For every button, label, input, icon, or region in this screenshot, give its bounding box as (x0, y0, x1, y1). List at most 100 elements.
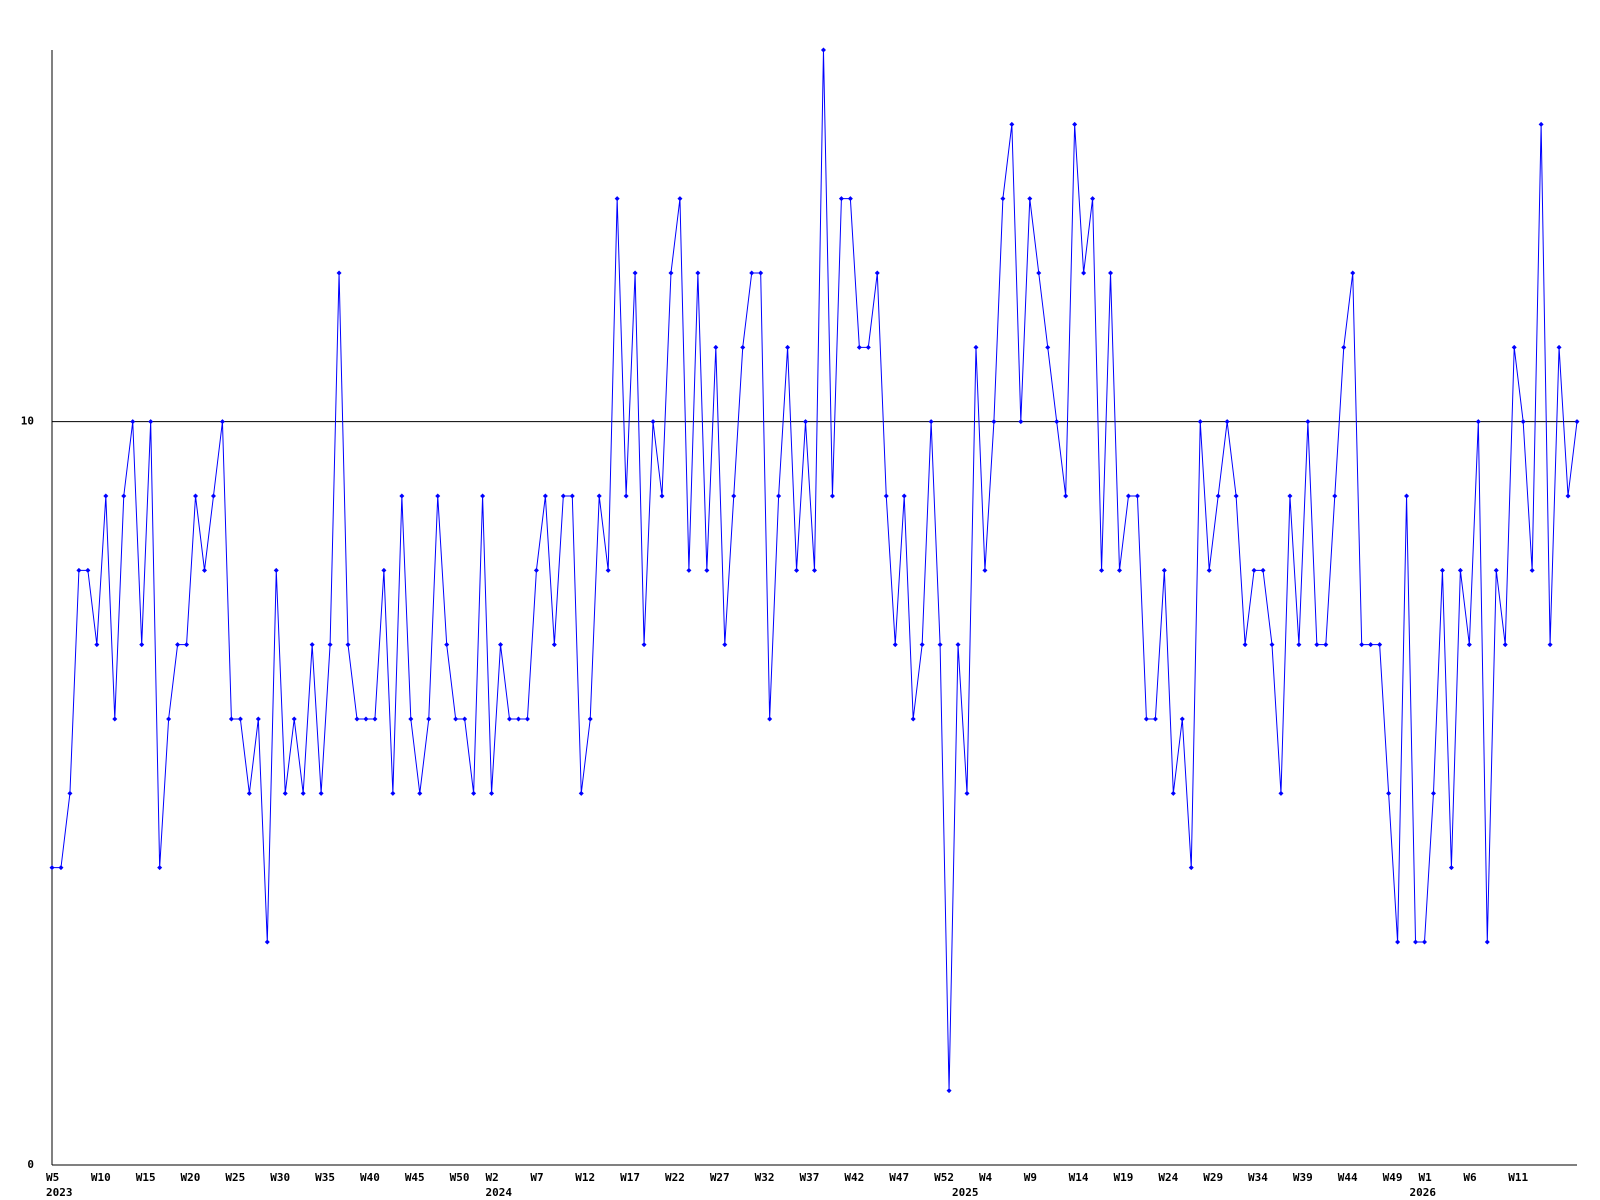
data-point (1475, 419, 1481, 425)
x-tick-label: W30 (270, 1171, 290, 1184)
data-point (1224, 419, 1230, 425)
data-point (1018, 419, 1024, 425)
data-point (1179, 716, 1185, 722)
data-point (1323, 642, 1329, 648)
data-point (829, 493, 835, 499)
data-point (453, 716, 459, 722)
data-point (1305, 419, 1311, 425)
data-point (1359, 642, 1365, 648)
data-point (820, 47, 826, 53)
x-tick-label: W20 (181, 1171, 201, 1184)
data-point (175, 642, 181, 648)
x-tick-label: W22 (665, 1171, 685, 1184)
data-point (551, 642, 557, 648)
data-point (318, 790, 324, 796)
data-point (838, 196, 844, 202)
x-tick-label: W44 (1338, 1171, 1358, 1184)
data-point (569, 493, 575, 499)
data-point (228, 716, 234, 722)
data-point (919, 642, 925, 648)
data-point (856, 344, 862, 350)
data-point (1099, 567, 1105, 573)
data-point (937, 642, 943, 648)
x-tick-label: W24 (1158, 1171, 1178, 1184)
data-point (650, 419, 656, 425)
data-point (345, 642, 351, 648)
data-point (1251, 567, 1257, 573)
data-point (901, 493, 907, 499)
data-point (157, 865, 163, 871)
data-point (1377, 642, 1383, 648)
data-point (1556, 344, 1562, 350)
data-point (524, 716, 530, 722)
x-tick-label: W40 (360, 1171, 380, 1184)
data-point (58, 865, 64, 871)
data-point (865, 344, 871, 350)
data-point (336, 270, 342, 276)
data-point (202, 567, 207, 573)
data-point (515, 716, 521, 722)
data-point (184, 642, 190, 648)
x-tick-label: W25 (225, 1171, 245, 1184)
data-point (533, 567, 539, 573)
x-year-label: 2023 (46, 1186, 73, 1199)
data-point (1413, 939, 1419, 945)
data-point (219, 419, 225, 425)
data-point (794, 567, 800, 573)
data-point (1108, 270, 1114, 276)
data-point (704, 567, 710, 573)
data-point (1269, 642, 1275, 648)
data-point (892, 642, 898, 648)
data-point (1260, 567, 1266, 573)
data-point (1520, 419, 1526, 425)
x-tick-label: W5 (46, 1171, 59, 1184)
data-point (1404, 493, 1410, 499)
data-point (722, 642, 728, 648)
data-point (1314, 642, 1320, 648)
data-point (1448, 865, 1454, 871)
x-tick-label: W1 (1419, 1171, 1433, 1184)
data-point (1197, 419, 1203, 425)
data-point (444, 642, 450, 648)
data-point (372, 716, 378, 722)
data-point (1287, 493, 1293, 499)
data-point (713, 344, 719, 350)
x-tick-label: W50 (450, 1171, 470, 1184)
data-point (785, 344, 791, 350)
x-tick-label: W4 (979, 1171, 993, 1184)
data-point (237, 716, 243, 722)
x-tick-label: W6 (1463, 1171, 1477, 1184)
data-point (1565, 493, 1571, 499)
data-point (1045, 344, 1051, 350)
data-point (955, 642, 961, 648)
data-point (1152, 716, 1158, 722)
x-year-label: 2026 (1410, 1186, 1437, 1199)
data-point (641, 642, 647, 648)
data-point (1036, 270, 1042, 276)
data-point (193, 493, 199, 499)
data-point (1081, 270, 1087, 276)
data-point (605, 567, 611, 573)
data-point (1529, 567, 1535, 573)
data-point (76, 567, 82, 573)
data-point (112, 716, 118, 722)
y-tick-label: 0 (27, 1158, 34, 1171)
x-tick-label: W2 (486, 1171, 499, 1184)
data-point (1242, 642, 1248, 648)
data-point (1395, 939, 1401, 945)
x-tick-label: W37 (800, 1171, 820, 1184)
data-point (1009, 121, 1015, 127)
data-point (1054, 419, 1060, 425)
data-point (740, 344, 746, 350)
data-point (354, 716, 360, 722)
data-point (1188, 865, 1194, 871)
data-point (596, 493, 602, 499)
x-year-label: 2025 (952, 1186, 979, 1199)
x-tick-label: W11 (1508, 1171, 1528, 1184)
data-point (1439, 567, 1445, 573)
x-tick-label: W47 (889, 1171, 909, 1184)
data-point (1296, 642, 1302, 648)
x-tick-label: W52 (934, 1171, 954, 1184)
data-point (1063, 493, 1069, 499)
data-point (1072, 121, 1078, 127)
